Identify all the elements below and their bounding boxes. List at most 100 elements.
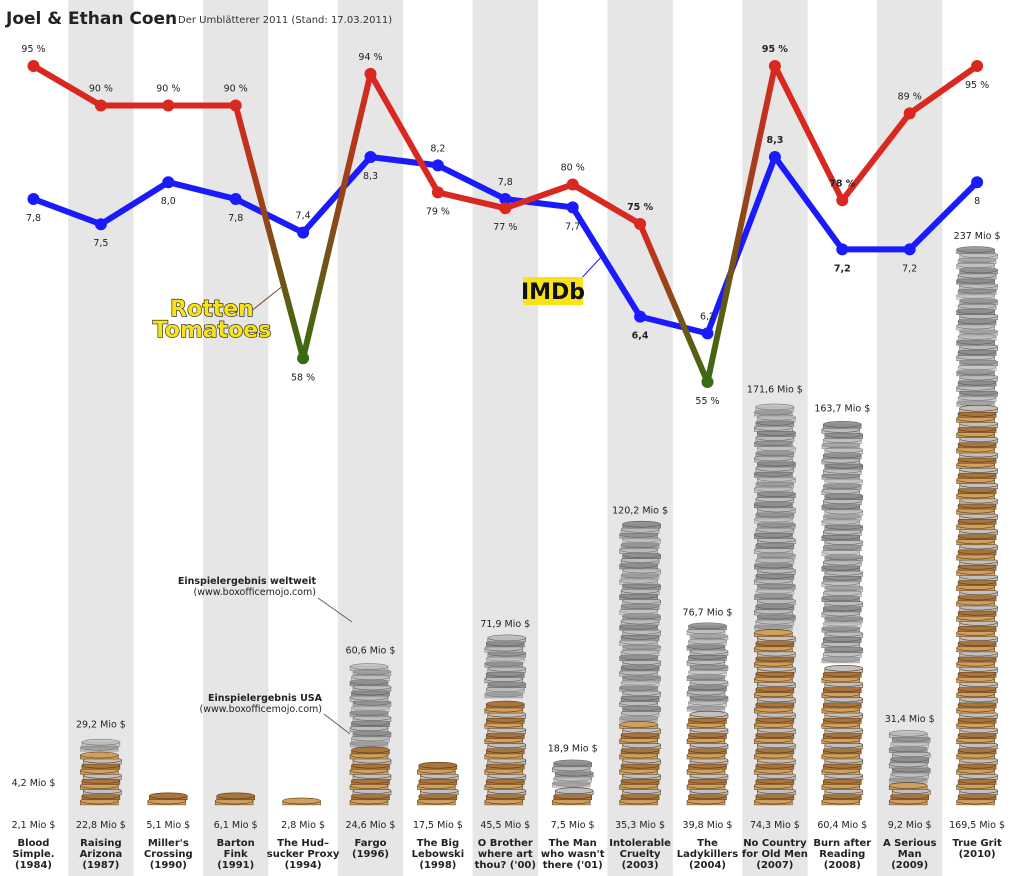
movie-title-line: The Man bbox=[549, 838, 597, 849]
coin-top bbox=[349, 663, 389, 670]
movie-title-line: Miller's bbox=[148, 838, 189, 849]
movie-title-line: Reading bbox=[819, 849, 865, 860]
rt-point bbox=[364, 67, 377, 80]
rt-point bbox=[94, 99, 107, 112]
imdb-point bbox=[297, 226, 310, 239]
movie-title-line: (1984) bbox=[15, 860, 52, 871]
rt-score-label: 95 % bbox=[762, 44, 789, 55]
rt-line-segment bbox=[637, 221, 711, 385]
coin-top bbox=[622, 520, 661, 528]
coin-top bbox=[80, 751, 119, 759]
imdb-score-label: 7,2 bbox=[902, 263, 917, 274]
coin-top bbox=[351, 746, 390, 754]
movie-title-line: Arizona bbox=[80, 849, 123, 860]
legend-usa-title: Einspielergebnis USA bbox=[208, 693, 323, 704]
legend-worldwide-source: (www.boxofficemojo.com) bbox=[194, 587, 316, 598]
movie-title-line: who wasn't bbox=[541, 849, 605, 860]
usa-gross-label: 17,5 Mio $ bbox=[413, 820, 463, 831]
rt-point bbox=[634, 218, 647, 230]
movie-title-line: O Brother bbox=[478, 838, 533, 849]
coin-stack bbox=[551, 759, 594, 806]
rt-line-segment bbox=[906, 63, 981, 117]
usa-gross-label: 39,8 Mio $ bbox=[683, 820, 733, 831]
rt-point bbox=[903, 107, 916, 120]
coin-top bbox=[688, 622, 727, 630]
rt-score-label: 58 % bbox=[291, 372, 315, 383]
movie-title-line: (2010) bbox=[959, 849, 996, 860]
worldwide-gross-label: 71,9 Mio $ bbox=[480, 619, 530, 630]
rt-score-label: 89 % bbox=[898, 91, 922, 102]
coin-top bbox=[755, 403, 795, 411]
usa-gross-label: 2,1 Mio $ bbox=[12, 820, 56, 831]
coin-top bbox=[888, 730, 928, 737]
rt-point bbox=[27, 60, 40, 72]
box-office-labels: 2,1 Mio $ 4,2 Mio $ 22,8 Mio $ 29,2 Mio $ 5,… bbox=[12, 231, 1005, 831]
coin-top bbox=[418, 761, 458, 769]
imdb-point bbox=[229, 193, 242, 205]
usa-gross-label: 6,1 Mio $ bbox=[214, 820, 258, 831]
imdb-score-label: 8,3 bbox=[766, 135, 783, 146]
legend-usa-source: (www.boxofficemojo.com) bbox=[200, 704, 322, 715]
imdb-point bbox=[836, 243, 849, 256]
movie-title-line: Man bbox=[898, 849, 922, 860]
rt-line-segment bbox=[367, 70, 441, 196]
imdb-point bbox=[903, 243, 916, 256]
imdb-score-label: 7,8 bbox=[228, 213, 243, 224]
coin-stack bbox=[417, 761, 459, 806]
legend-worldwide-pointer bbox=[317, 597, 353, 623]
coin-top bbox=[822, 421, 862, 428]
rt-score-label: 90 % bbox=[224, 84, 248, 95]
usa-gross-label: 35,3 Mio $ bbox=[615, 820, 665, 831]
coin-top bbox=[888, 782, 928, 789]
worldwide-gross-label: 29,2 Mio $ bbox=[76, 719, 126, 730]
worldwide-gross-label: 76,7 Mio $ bbox=[683, 608, 733, 619]
imdb-score-label: 6,4 bbox=[632, 331, 649, 342]
worldwide-gross-label: 4,2 Mio $ bbox=[12, 778, 56, 789]
coin-top bbox=[149, 792, 188, 800]
rating-labels: 95 % 90 % 90 % 90 % 58 % 94 % 79 % 77 % 80 % 75 %… bbox=[21, 44, 989, 407]
usa-gross-label: 45,5 Mio $ bbox=[480, 820, 530, 831]
usa-gross-label: 24,6 Mio $ bbox=[346, 820, 396, 831]
rt-line-segment bbox=[434, 189, 509, 212]
rt-score-label: 94 % bbox=[358, 52, 382, 63]
imdb-score-label: 7,2 bbox=[834, 263, 851, 274]
coin-stack bbox=[80, 738, 122, 806]
rt-score-label: 95 % bbox=[21, 44, 45, 55]
imdb-point bbox=[566, 201, 579, 214]
rt-score-label: 90 % bbox=[89, 84, 113, 95]
coin-stacks bbox=[80, 246, 998, 806]
movie-title-line: The Big bbox=[417, 838, 459, 849]
imdb-score-label: 8,0 bbox=[161, 196, 176, 207]
imdb-badge-bg bbox=[523, 277, 583, 305]
coin-top bbox=[487, 634, 527, 642]
movie-title-line: sucker Proxy bbox=[267, 849, 340, 860]
movie-title-line: (2008) bbox=[824, 860, 861, 871]
rt-point bbox=[431, 186, 444, 199]
coin-top bbox=[282, 797, 321, 805]
coin-stack bbox=[686, 622, 729, 806]
column-stripe bbox=[68, 0, 134, 876]
imdb-score-label: 6,2 bbox=[700, 311, 715, 322]
coin-top bbox=[754, 629, 793, 636]
usa-gross-label: 60,4 Mio $ bbox=[817, 820, 867, 831]
rt-line-segment bbox=[569, 181, 644, 227]
rt-leader-line bbox=[249, 284, 285, 313]
movie-title-line: Blood bbox=[18, 838, 50, 849]
coin-top bbox=[81, 738, 121, 746]
usa-gross-label: 7,5 Mio $ bbox=[551, 820, 595, 831]
coin-stack bbox=[282, 797, 321, 806]
movie-title-line: Burn after bbox=[813, 838, 871, 849]
rt-point bbox=[836, 194, 849, 207]
rt-point bbox=[499, 202, 512, 215]
movie-title-line: thou? ('00) bbox=[475, 860, 536, 871]
rt-line-segment bbox=[30, 63, 104, 109]
movie-title-line: where art bbox=[478, 849, 533, 860]
rt-point bbox=[162, 99, 175, 112]
worldwide-gross-label: 237 Mio $ bbox=[954, 231, 1001, 242]
coin-top bbox=[959, 404, 998, 412]
worldwide-gross-label: 18,9 Mio $ bbox=[548, 744, 598, 755]
usa-gross-label: 22,8 Mio $ bbox=[76, 820, 126, 831]
coin-top bbox=[689, 710, 729, 718]
